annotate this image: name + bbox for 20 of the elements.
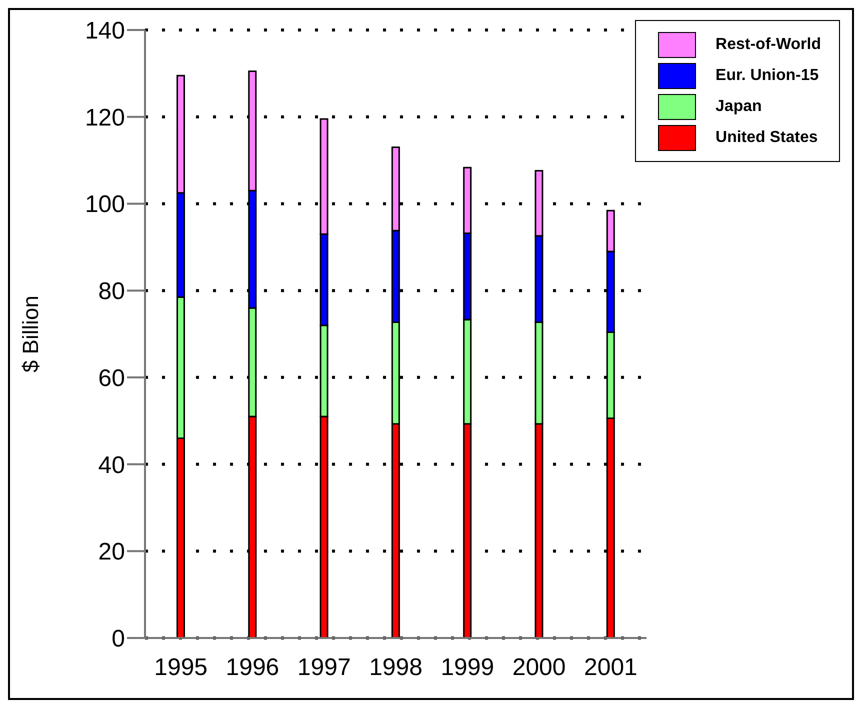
x-tick-label: 2001 bbox=[584, 654, 638, 682]
y-tick-label: 100 bbox=[84, 191, 125, 218]
x-tick-label: 1995 bbox=[154, 654, 208, 682]
legend-label: Japan bbox=[716, 98, 762, 116]
y-tick-label: 120 bbox=[84, 104, 125, 132]
x-tick-label: 1999 bbox=[440, 654, 494, 682]
y-axis-title: $ Billion bbox=[18, 295, 43, 373]
x-tick-label: 1997 bbox=[297, 654, 351, 682]
y-tick-label: 80 bbox=[98, 278, 125, 306]
x-tick-label: 2000 bbox=[512, 654, 566, 682]
y-tick-label: 20 bbox=[98, 538, 125, 566]
x-tick-label: 1998 bbox=[369, 654, 422, 682]
y-tick-label: 0 bbox=[112, 626, 125, 653]
y-tick-label: 140 bbox=[84, 18, 125, 45]
legend-label: United States bbox=[716, 128, 818, 146]
legend-label: Rest-of-World bbox=[716, 36, 821, 54]
legend-label: Eur. Union-15 bbox=[716, 66, 819, 84]
y-tick-label: 60 bbox=[98, 364, 125, 392]
x-tick-label: 1996 bbox=[226, 654, 280, 682]
y-tick-label: 40 bbox=[98, 452, 125, 479]
